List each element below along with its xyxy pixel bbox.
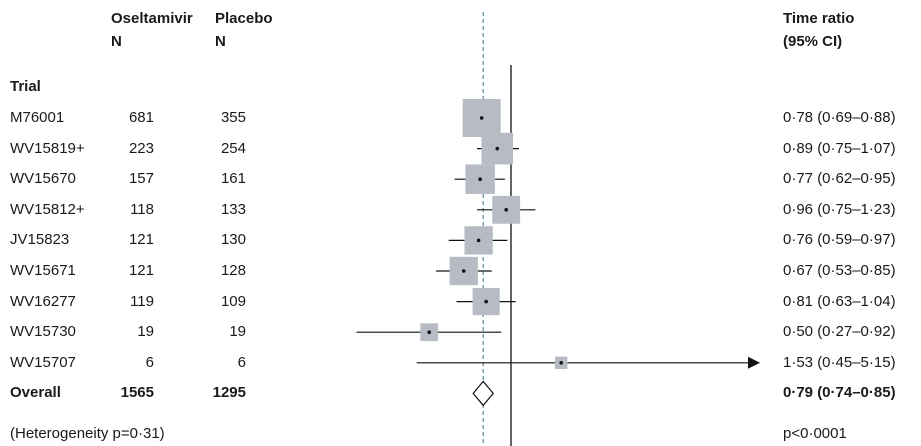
header-time-ratio: Time ratio [783, 10, 855, 27]
trial-n-placebo: 254 [220, 139, 246, 157]
trial-n-oseltamivir: 157 [128, 170, 154, 188]
trial-name: WV15730 [10, 323, 76, 341]
point-estimate [427, 330, 432, 335]
trial-name: WV15670 [10, 170, 76, 188]
point-estimate [479, 116, 484, 120]
overall-n-placebo: 1295 [212, 384, 246, 402]
trial-name: JV15823 [10, 231, 70, 249]
trial-time-ratio: 0·50 (0·27–0·92) [783, 323, 896, 341]
trial-name: WV16277 [10, 292, 76, 310]
header-ci: (95% CI) [783, 33, 843, 50]
header-placebo-n: N [215, 33, 226, 50]
trial-time-ratio: 1·53 (0·45–5·15) [783, 353, 896, 371]
trial-n-placebo: 19 [229, 323, 246, 341]
point-estimate [484, 299, 488, 304]
header-oseltamivir-n: N [111, 33, 122, 50]
trial-n-oseltamivir: 19 [137, 323, 154, 341]
section-label-trial: Trial [10, 78, 41, 95]
trial-n-placebo: 133 [220, 200, 246, 218]
trial-n-placebo: 130 [220, 231, 246, 249]
point-estimate [559, 361, 563, 365]
trial-time-ratio: 0·77 (0·62–0·95) [783, 170, 896, 188]
trial-n-placebo: 6 [237, 353, 246, 371]
point-estimate [476, 238, 481, 243]
trial-n-oseltamivir: 6 [145, 353, 154, 371]
overall-diamond [472, 380, 494, 407]
trial-name: WV15707 [10, 353, 76, 371]
trial-n-oseltamivir: 223 [128, 139, 154, 157]
trial-n-placebo: 355 [220, 109, 246, 126]
point-estimate [495, 146, 500, 151]
overall-p-value: p<0·0001 [783, 425, 847, 442]
trial-name: M76001 [10, 109, 65, 126]
trial-name: WV15819+ [10, 139, 85, 157]
header-oseltamivir: Oseltamivir [111, 10, 193, 27]
trial-time-ratio: 0·67 (0·53–0·85) [783, 262, 896, 279]
trial-n-oseltamivir: 119 [130, 292, 154, 310]
trial-n-placebo: 128 [220, 262, 246, 279]
trial-n-oseltamivir: 681 [128, 109, 154, 126]
point-estimate [461, 269, 466, 273]
overall-label: Overall [10, 384, 61, 402]
trial-n-oseltamivir: 118 [130, 200, 154, 218]
trial-time-ratio: 0·78 (0·69–0·88) [783, 109, 896, 126]
trial-time-ratio: 0·89 (0·75–1·07) [783, 139, 896, 157]
ci-arrow [748, 356, 760, 369]
trial-name: WV15812+ [10, 200, 85, 218]
trial-time-ratio: 0·76 (0·59–0·97) [783, 231, 896, 249]
trial-n-oseltamivir: 121 [128, 262, 154, 279]
overall-time-ratio: 0·79 (0·74–0·85) [783, 384, 896, 402]
heterogeneity-note: (Heterogeneity p=0·31) [10, 425, 165, 442]
trial-time-ratio: 0·96 (0·75–1·23) [783, 200, 896, 218]
trial-name: WV15671 [10, 262, 76, 279]
point-estimate [504, 208, 508, 212]
trial-time-ratio: 0·81 (0·63–1·04) [783, 292, 896, 310]
header-placebo: Placebo [215, 10, 273, 27]
trial-n-placebo: 109 [220, 292, 246, 310]
point-estimate [478, 177, 482, 181]
trial-n-oseltamivir: 121 [128, 231, 154, 249]
trial-n-placebo: 161 [220, 170, 246, 188]
overall-n-oseltamivir: 1565 [120, 384, 154, 402]
